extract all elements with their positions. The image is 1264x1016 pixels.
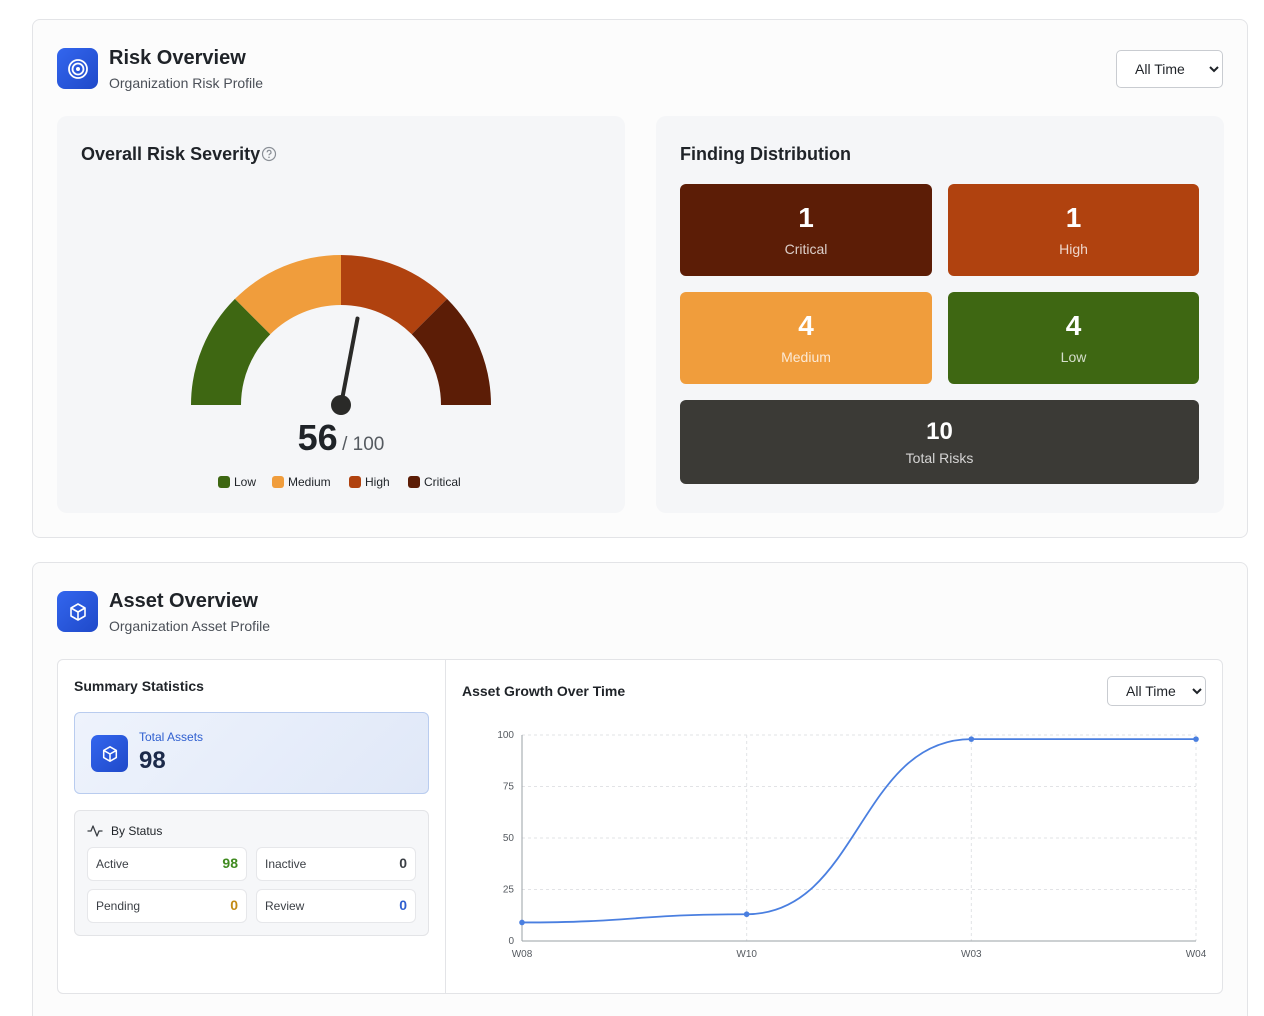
- y-tick-label: 50: [503, 833, 515, 844]
- legend-critical-swatch: [408, 476, 420, 488]
- high-count: 1: [1065, 202, 1082, 233]
- target-icon: [57, 48, 98, 89]
- gauge-needle: [339, 316, 360, 407]
- gauge-segment-low: [191, 298, 271, 405]
- score-value: 56: [297, 417, 338, 458]
- risk-gauge: [191, 255, 491, 415]
- status-inactive-value: 0: [399, 855, 407, 871]
- y-tick-label: 25: [503, 885, 515, 896]
- status-review-value: 0: [399, 897, 407, 913]
- gauge-hub: [331, 395, 351, 415]
- critical-count: 1: [798, 202, 814, 233]
- critical-label: Critical: [784, 241, 828, 257]
- x-tick-label: W08: [512, 949, 533, 960]
- distribution-title: Finding Distribution: [680, 144, 851, 164]
- legend-medium-label: Medium: [288, 475, 331, 489]
- risk-period-select[interactable]: All Time: [1116, 50, 1223, 88]
- total-risks-label: Total Risks: [905, 450, 974, 466]
- risk-overview-subtitle: Organization Risk Profile: [109, 75, 264, 91]
- severity-score: 56 / 100: [57, 417, 625, 459]
- summary-title: Summary Statistics: [74, 678, 204, 694]
- status-active-label: Active: [96, 857, 129, 871]
- legend-medium: Medium: [272, 475, 331, 489]
- asset-overview-card: Asset Overview Organization Asset Profil…: [32, 562, 1248, 1016]
- low-count: 4: [1065, 310, 1082, 341]
- gauge-segment-high: [341, 255, 448, 335]
- status-pending-value: 0: [230, 897, 238, 913]
- total-risks-count: 10: [926, 418, 953, 445]
- series-line: [521, 738, 1196, 924]
- gauge-segment-critical: [411, 298, 491, 405]
- low-count-box[interactable]: 4 Low: [948, 292, 1199, 384]
- critical-count-box[interactable]: 1 Critical: [680, 184, 932, 276]
- risk-overview-title: Risk Overview: [109, 47, 246, 69]
- high-label: High: [1059, 241, 1088, 257]
- data-point[interactable]: [519, 919, 525, 926]
- status-active: Active 98: [87, 847, 247, 881]
- severity-panel: Overall Risk Severity 56 / 100: [57, 116, 625, 513]
- asset-overview-title: Asset Overview: [109, 590, 258, 612]
- by-status-panel: By Status Active 98 Inactive 0 Pending 0…: [74, 810, 429, 936]
- severity-title: Overall Risk Severity: [81, 144, 261, 164]
- y-tick-label: 0: [508, 936, 514, 947]
- legend-critical-label: Critical: [424, 475, 461, 489]
- legend-high-swatch: [349, 476, 361, 488]
- asset-growth-chart: 0 25 50 75 100 W08 W10 W03 W04: [497, 730, 1207, 960]
- total-assets-label: Total Assets: [139, 730, 204, 744]
- by-status-label: By Status: [111, 824, 163, 838]
- x-tick-label: W04: [1186, 949, 1207, 960]
- gauge-segment-medium: [234, 255, 341, 335]
- activity-icon: [87, 823, 103, 844]
- legend-high: High: [349, 475, 390, 489]
- help-icon[interactable]: [261, 146, 277, 167]
- total-assets-card: Total Assets 98: [74, 712, 429, 794]
- legend-low-label: Low: [234, 475, 257, 489]
- x-tick-label: W03: [961, 949, 982, 960]
- status-pending-label: Pending: [96, 899, 141, 913]
- data-point[interactable]: [968, 736, 975, 742]
- status-inactive-label: Inactive: [265, 857, 307, 871]
- x-tick-label: W10: [736, 949, 757, 960]
- score-max: / 100: [342, 434, 385, 455]
- status-review: Review 0: [256, 889, 416, 923]
- growth-period-select[interactable]: All Time: [1107, 676, 1206, 706]
- status-active-value: 98: [222, 855, 238, 871]
- legend-low: Low: [218, 475, 256, 489]
- medium-count-box[interactable]: 4 Medium: [680, 292, 932, 384]
- medium-label: Medium: [781, 349, 831, 365]
- legend-critical: Critical: [408, 475, 461, 489]
- data-point[interactable]: [1193, 736, 1199, 742]
- legend-low-swatch: [218, 476, 230, 488]
- cube-icon: [57, 591, 98, 632]
- low-label: Low: [1060, 349, 1087, 365]
- cube-icon: [91, 735, 128, 772]
- growth-title: Asset Growth Over Time: [462, 683, 626, 699]
- divider: [445, 660, 446, 993]
- total-risks-box[interactable]: 10 Total Risks: [680, 400, 1199, 484]
- total-assets-value: 98: [139, 747, 166, 774]
- medium-count: 4: [798, 310, 814, 341]
- legend-high-label: High: [365, 475, 390, 489]
- status-review-label: Review: [265, 899, 305, 913]
- status-inactive: Inactive 0: [256, 847, 416, 881]
- data-point[interactable]: [743, 911, 750, 918]
- y-tick-label: 100: [497, 730, 514, 741]
- asset-overview-subtitle: Organization Asset Profile: [109, 618, 271, 634]
- asset-content: Summary Statistics Total Assets 98 By St…: [57, 659, 1223, 994]
- legend-medium-swatch: [272, 476, 284, 488]
- y-tick-label: 75: [503, 782, 515, 793]
- status-pending: Pending 0: [87, 889, 247, 923]
- high-count-box[interactable]: 1 High: [948, 184, 1199, 276]
